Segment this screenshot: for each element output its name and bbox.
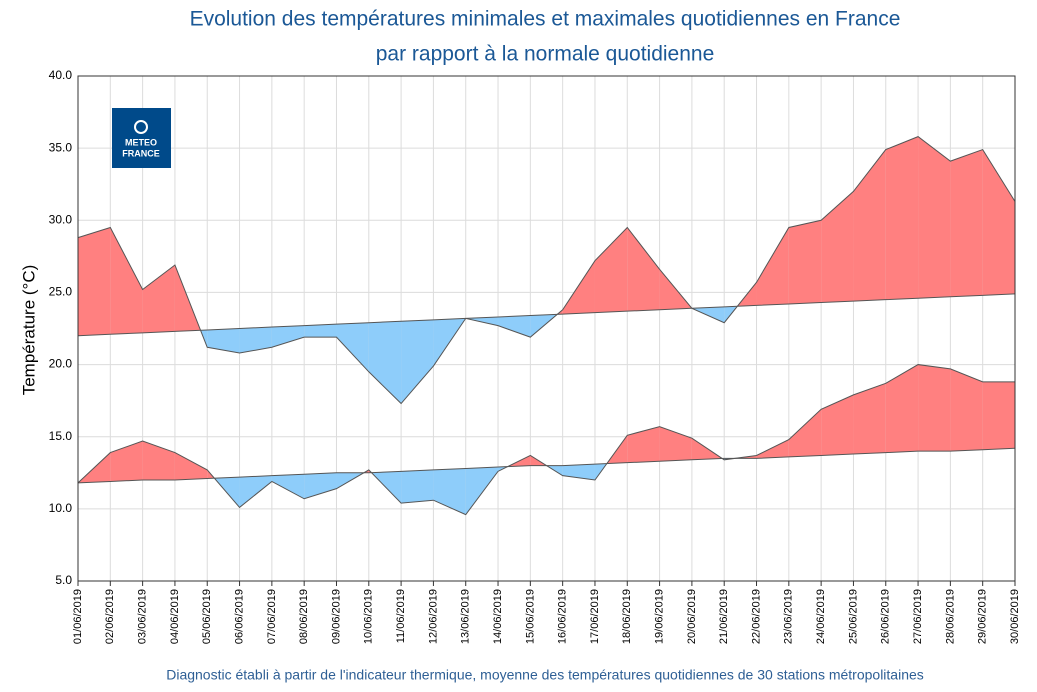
anomaly-fill xyxy=(853,149,886,302)
anomaly-fill xyxy=(756,227,789,306)
anomaly-fill xyxy=(562,260,595,315)
x-tick-label: 21/06/2019 xyxy=(718,589,730,644)
x-tick-label: 24/06/2019 xyxy=(815,589,827,644)
y-tick-label: 15.0 xyxy=(49,429,73,443)
x-tick-label: 23/06/2019 xyxy=(783,589,795,644)
anomaly-fill xyxy=(562,464,595,480)
anomaly-fill xyxy=(498,315,531,338)
x-tick-label: 13/06/2019 xyxy=(460,589,472,644)
anomaly-fill xyxy=(756,439,789,459)
x-tick-label: 28/06/2019 xyxy=(944,589,956,644)
anomaly-fill xyxy=(239,327,272,354)
x-tick-label: 16/06/2019 xyxy=(557,589,569,644)
x-tick-label: 22/06/2019 xyxy=(750,589,762,644)
anomaly-fill xyxy=(174,452,208,480)
x-tick-label: 05/06/2019 xyxy=(201,589,213,644)
x-tick-label: 26/06/2019 xyxy=(880,589,892,644)
x-tick-label: 17/06/2019 xyxy=(589,589,601,644)
normal-line xyxy=(77,293,1016,337)
anomaly-fill xyxy=(821,191,854,303)
anomaly-fill xyxy=(336,322,369,372)
logo xyxy=(112,108,171,168)
x-tick-label: 29/06/2019 xyxy=(977,589,989,644)
y-tick-label: 10.0 xyxy=(49,501,73,515)
caption: Diagnostic établi à partir de l'indicate… xyxy=(166,667,924,683)
anomaly-fill xyxy=(433,468,466,515)
anomaly-fill xyxy=(918,364,951,452)
normal-line xyxy=(77,447,1016,484)
anomaly-fill xyxy=(627,227,660,312)
x-tick-label: 19/06/2019 xyxy=(653,589,665,644)
logo-text: FRANCE xyxy=(122,148,160,158)
y-tick-label: 35.0 xyxy=(49,140,73,154)
anomaly-fill xyxy=(304,472,337,499)
anomaly-fill xyxy=(239,475,272,508)
x-tick-label: 18/06/2019 xyxy=(621,589,633,644)
anomaly-fill xyxy=(659,426,692,462)
x-tick-label: 14/06/2019 xyxy=(492,589,504,644)
anomaly-fill xyxy=(627,426,660,463)
chart-title: par rapport à la normale quotidienne xyxy=(376,43,715,66)
x-tick-label: 01/06/2019 xyxy=(72,589,84,644)
anomaly-fill xyxy=(78,227,111,336)
y-tick-label: 40.0 xyxy=(49,68,73,82)
x-tick-label: 09/06/2019 xyxy=(330,589,342,644)
anomaly-fill xyxy=(982,381,1015,450)
anomaly-fill xyxy=(401,469,434,504)
anomaly-fill xyxy=(465,467,499,515)
anomaly-fill xyxy=(821,394,854,456)
x-tick-label: 20/06/2019 xyxy=(686,589,698,644)
anomaly-fill xyxy=(110,227,143,335)
anomaly-fill xyxy=(142,265,175,333)
anomaly-fill xyxy=(271,474,305,499)
y-tick-label: 20.0 xyxy=(49,357,73,371)
anomaly-fill xyxy=(788,220,822,304)
y-tick-label: 25.0 xyxy=(49,285,73,299)
x-tick-label: 11/06/2019 xyxy=(395,589,407,643)
anomaly-fill xyxy=(885,364,919,453)
x-tick-label: 08/06/2019 xyxy=(298,589,310,644)
x-tick-label: 07/06/2019 xyxy=(266,589,278,644)
plot-frame xyxy=(77,75,1016,582)
x-tick-label: 12/06/2019 xyxy=(427,589,439,644)
x-tick-label: 15/06/2019 xyxy=(524,589,536,644)
anomaly-fill xyxy=(885,136,919,300)
temperature-line xyxy=(77,136,1016,405)
anomaly-fill xyxy=(271,325,305,348)
anomaly-fill xyxy=(918,136,951,299)
x-tick-label: 30/06/2019 xyxy=(1009,589,1021,644)
x-tick-label: 06/06/2019 xyxy=(233,589,245,644)
x-tick-label: 04/06/2019 xyxy=(169,589,181,644)
x-tick-label: 25/06/2019 xyxy=(847,589,859,644)
chart-title: Evolution des températures minimales et … xyxy=(190,8,901,31)
logo-icon xyxy=(134,120,148,134)
anomaly-fill xyxy=(142,441,175,480)
anomaly-fill xyxy=(110,441,143,482)
anomaly-fill xyxy=(304,324,337,338)
anomaly-fill xyxy=(401,319,434,404)
y-tick-label: 30.0 xyxy=(49,212,73,226)
x-tick-label: 27/06/2019 xyxy=(912,589,924,644)
x-tick-label: 02/06/2019 xyxy=(104,589,116,644)
anomaly-fill xyxy=(853,383,886,455)
anomaly-fill xyxy=(368,321,402,404)
y-axis-label: Température (°C) xyxy=(19,265,38,396)
logo-text: METEO xyxy=(125,137,157,147)
anomaly-fill xyxy=(207,328,240,354)
anomaly-fill xyxy=(788,409,822,457)
x-tick-label: 10/06/2019 xyxy=(363,589,375,644)
x-tick-label: 03/06/2019 xyxy=(137,589,149,644)
anomaly-fill xyxy=(950,149,983,297)
anomaly-fill xyxy=(982,149,1015,296)
y-tick-label: 5.0 xyxy=(55,573,72,587)
anomaly-fill xyxy=(594,227,628,313)
anomaly-fill xyxy=(950,368,983,452)
